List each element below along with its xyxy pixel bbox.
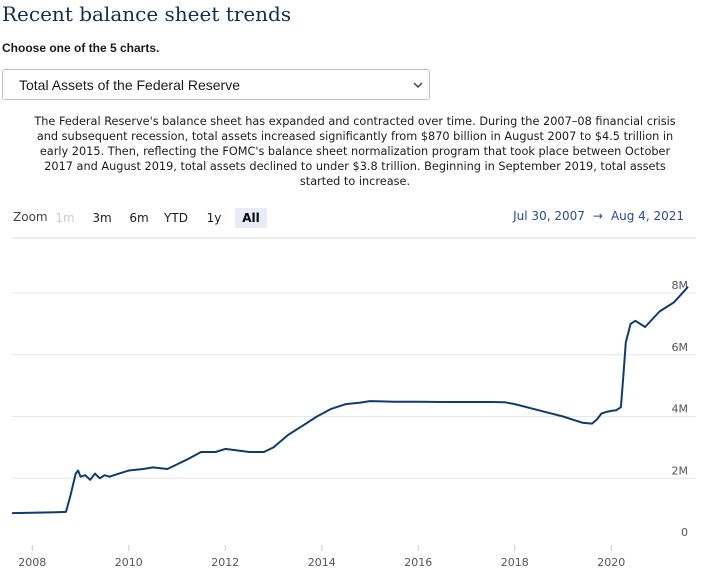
y-tick-label: 0 [681, 526, 688, 539]
grid-lines [12, 292, 696, 479]
y-tick-label: 2M [672, 464, 689, 477]
x-tick-label: 2020 [597, 556, 625, 569]
zoom-label: Zoom [13, 210, 48, 224]
zoom-3m-button[interactable]: 3m [92, 211, 112, 225]
x-tick-label: 2018 [501, 556, 529, 569]
range-to-input[interactable]: Aug 4, 2021 [610, 209, 684, 223]
range-from-input[interactable]: Jul 30, 2007 [513, 209, 585, 223]
chart-select[interactable]: Total Assets of the Federal Reserve [2, 69, 430, 100]
zoom-all-button[interactable]: All [235, 208, 267, 228]
y-tick-label: 6M [672, 341, 689, 354]
series-line-total-assets [11, 286, 689, 515]
chart-select-value: Total Assets of the Federal Reserve [19, 77, 240, 93]
chart-select-label: Choose one of the 5 charts. [2, 41, 160, 55]
x-axis-tick-labels: 2008 2010 2012 2014 2016 2018 2020 [18, 545, 625, 569]
zoom-1y-button[interactable]: 1y [206, 211, 222, 225]
zoom-1m-button[interactable]: 1m [55, 211, 75, 225]
y-tick-label: 4M [672, 403, 689, 416]
range-arrow: → [592, 209, 603, 223]
chevron-down-icon [413, 82, 423, 89]
x-tick-label: 2008 [18, 556, 46, 569]
date-range-display: Jul 30, 2007 → Aug 4, 2021 [513, 209, 684, 223]
chart-description: The Federal Reserve's balance sheet has … [34, 115, 676, 188]
page-title: Recent balance sheet trends [2, 2, 292, 26]
x-tick-label: 2014 [308, 556, 336, 569]
x-tick-label: 2010 [115, 556, 143, 569]
zoom-ytd-button[interactable]: YTD [164, 211, 188, 225]
y-axis-tick-labels: 0 2M 4M 6M 8M [672, 279, 689, 539]
x-tick-label: 2016 [404, 556, 432, 569]
y-tick-label: 8M [672, 279, 689, 292]
zoom-6m-button[interactable]: 6m [129, 211, 149, 225]
x-tick-label: 2012 [211, 556, 239, 569]
